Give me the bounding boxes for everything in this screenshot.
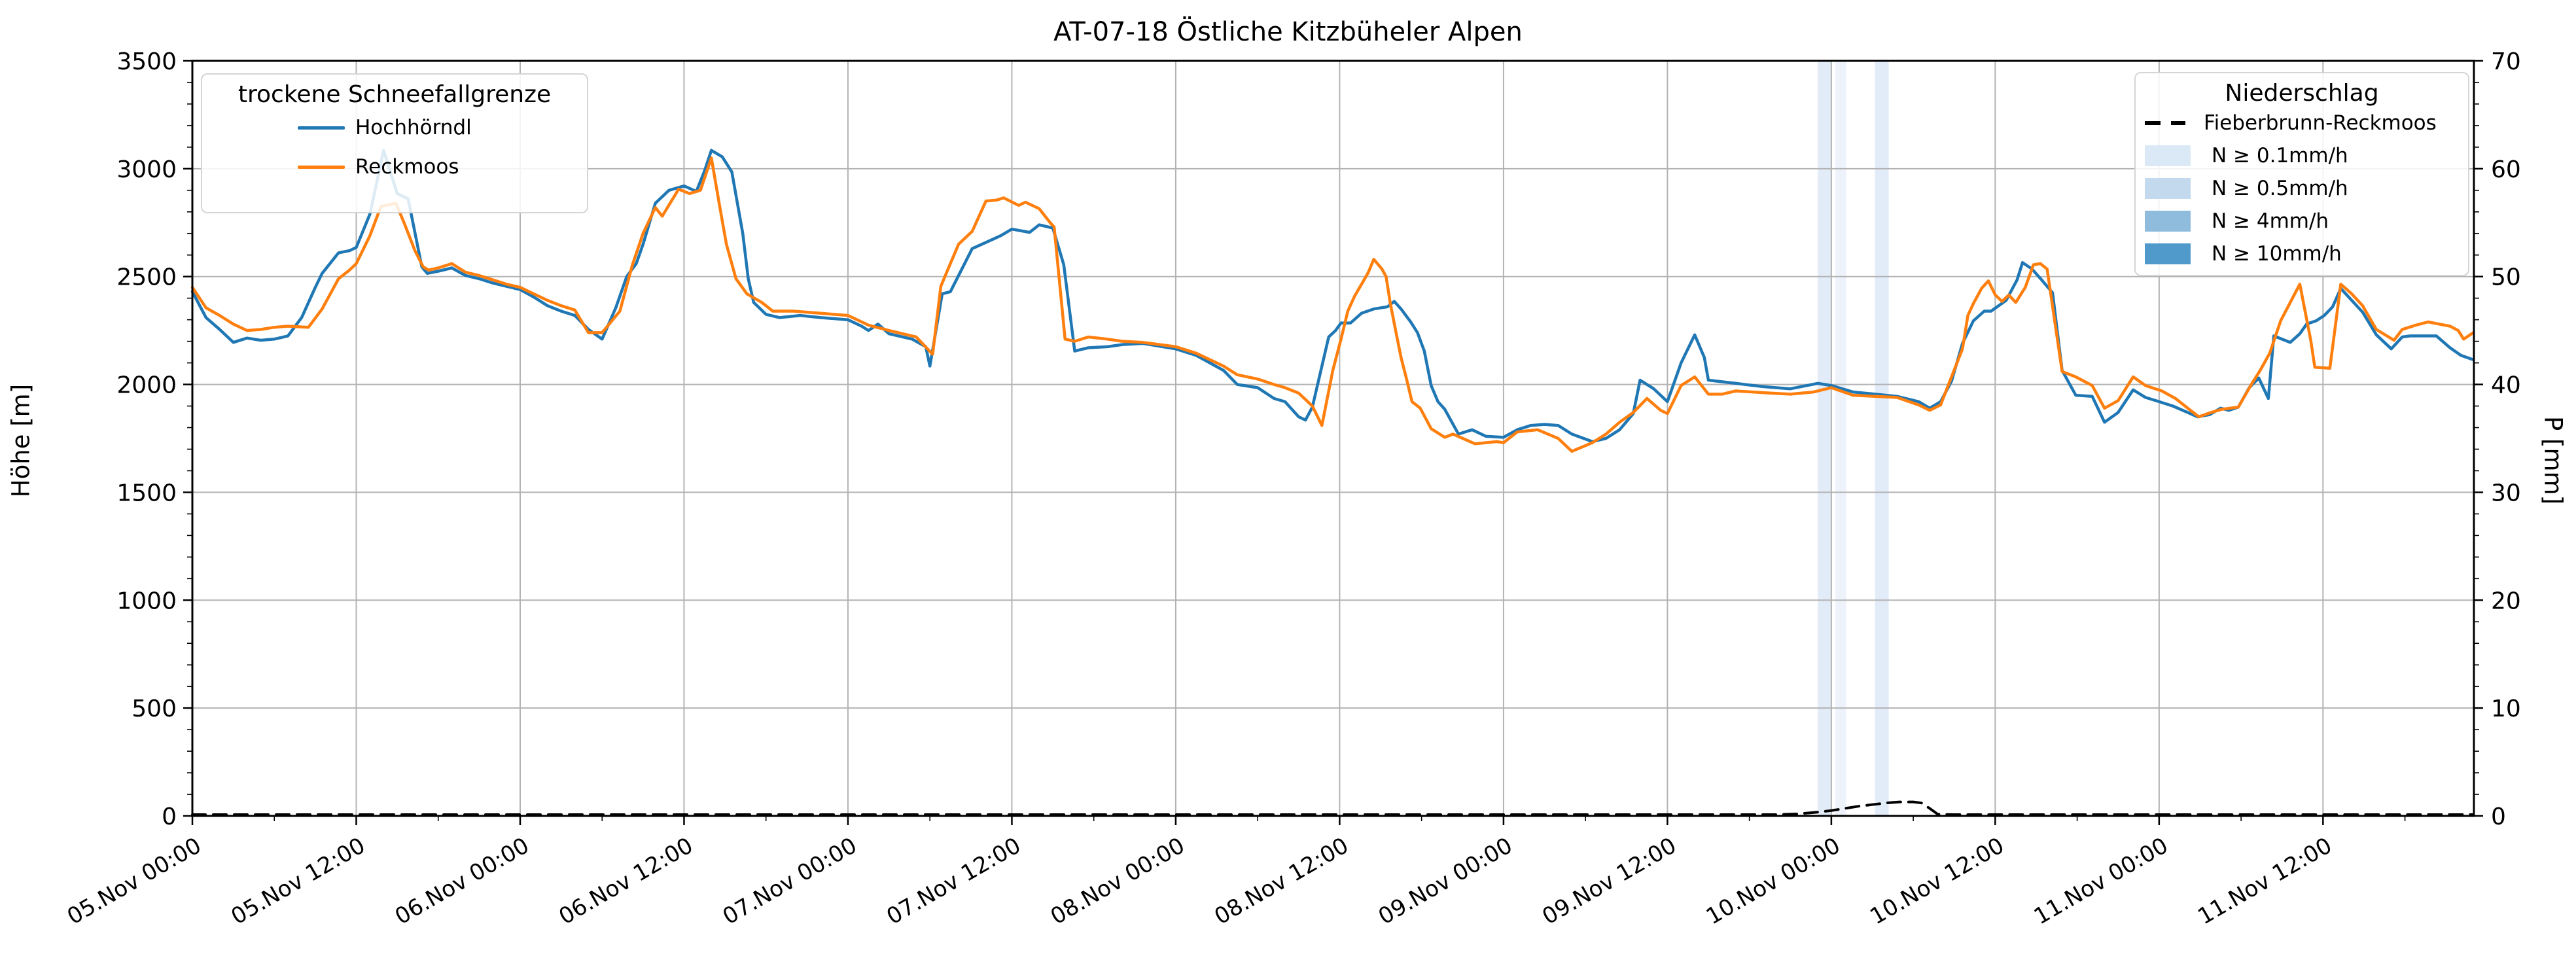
x-tick-label: 07.Nov 00:00 [718,832,862,930]
legend-entry-hochhoerndl: Hochhörndl [298,108,587,147]
y-right-tick-label: 70 [2491,48,2521,75]
reckmoos-line-swatch-icon [298,165,345,169]
y-axis-label-left: Höhe [m] [7,383,35,498]
y-left-tick-label: 3500 [116,48,177,75]
x-tick-label: 09.Nov 12:00 [1538,832,1681,930]
x-tick-label: 05.Nov 00:00 [63,832,206,930]
series-line-hochh-rndl [190,149,2475,444]
legend-entry-reckmoos: Reckmoos [298,147,587,186]
x-tick-label: 08.Nov 00:00 [1046,832,1190,930]
x-tick-label: 11.Nov 12:00 [2193,832,2337,930]
precip-band-0 [1818,61,1831,816]
legend-entry-n10-label: N ≥ 10mm/h [2212,242,2342,266]
x-tick-label: 06.Nov 12:00 [554,832,697,930]
precip-05-swatch-icon [2145,178,2191,199]
y-right-tick-label: 40 [2491,372,2521,399]
y-left-tick-label: 3000 [116,156,177,183]
x-tick-label: 06.Nov 00:00 [391,832,534,930]
legend-precip-title: Niederschlag [2225,80,2379,107]
precip-4-swatch-icon [2145,211,2191,232]
legend-entry-n05: N ≥ 0.5mm/h [2145,172,2468,205]
legend-entry-n4-label: N ≥ 4mm/h [2212,209,2329,233]
y-left-tick-label: 1500 [116,480,177,506]
legend-entry-reckmoos-label: Reckmoos [355,155,459,179]
x-tick-label: 11.Nov 00:00 [2030,832,2173,930]
y-right-tick-label: 50 [2491,264,2521,291]
legend-entry-hochhoerndl-label: Hochhörndl [355,116,472,139]
precip-band-2 [1875,61,1889,816]
y-left-tick-label: 2500 [116,264,177,291]
legend-entry-n01-label: N ≥ 0.1mm/h [2212,144,2348,168]
legend-entry-n05-label: N ≥ 0.5mm/h [2212,177,2348,200]
y-left-tick-label: 500 [132,696,177,722]
legend-precip: Niederschlag Fieberbrunn-Reckmoos N ≥ 0.… [2134,72,2469,276]
y-right-tick-label: 20 [2491,588,2521,614]
legend-entry-fieberbrunn: Fieberbrunn-Reckmoos [2145,107,2468,139]
precip-01-swatch-icon [2145,145,2191,166]
x-tick-label: 09.Nov 00:00 [1374,832,1517,930]
x-tick-label: 10.Nov 12:00 [1865,832,2009,930]
plot-spines [191,60,2475,817]
y-left-tick-label: 1000 [116,588,177,614]
precip-band-1 [1835,61,1846,816]
series-line-reckmoos [190,156,2475,453]
series-line-fieberbrunn-reckmoos [191,800,2475,816]
hochhoerndl-line-swatch-icon [298,126,345,130]
legend-entry-n01: N ≥ 0.1mm/h [2145,139,2468,172]
legend-snowline: trockene Schneefallgrenze Hochhörndl Rec… [201,73,588,213]
precip-10-swatch-icon [2145,243,2191,264]
y-right-tick-label: 0 [2491,803,2506,830]
x-tick-label: 08.Nov 12:00 [1210,832,1353,930]
legend-entry-fieberbrunn-label: Fieberbrunn-Reckmoos [2204,111,2437,135]
y-left-tick-label: 2000 [116,372,177,399]
x-tick-label: 05.Nov 12:00 [226,832,370,930]
chart-title: AT-07-18 Östliche Kitzbüheler Alpen [1053,17,1523,47]
dashed-line-swatch-icon [2145,121,2185,125]
legend-entry-n4: N ≥ 4mm/h [2145,205,2468,238]
y-axis-label-right: P [mm] [2539,415,2567,505]
y-right-tick-label: 10 [2491,696,2521,722]
y-left-tick-label: 0 [162,803,177,830]
legend-snowline-title: trockene Schneefallgrenze [238,81,552,108]
y-right-tick-label: 30 [2491,480,2521,506]
legend-entry-n10: N ≥ 10mm/h [2145,238,2468,270]
y-right-tick-label: 60 [2491,156,2521,183]
x-tick-label: 10.Nov 00:00 [1702,832,1845,930]
x-tick-label: 07.Nov 12:00 [882,832,1025,930]
